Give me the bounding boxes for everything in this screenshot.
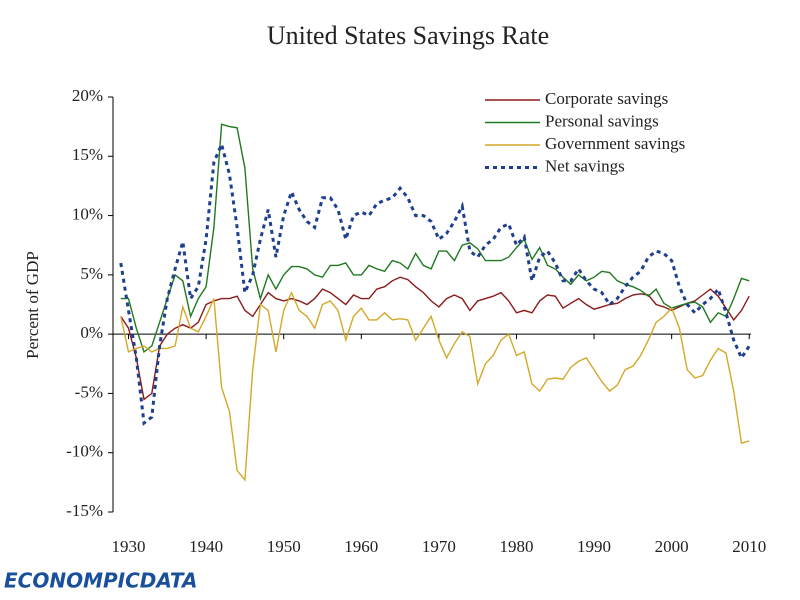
legend-label: Corporate savings (545, 89, 668, 108)
series-line (120, 276, 750, 401)
legend-label: Government savings (545, 134, 685, 153)
x-tick-label: 1950 (267, 537, 301, 556)
x-tick-label: 1990 (577, 537, 611, 556)
x-tick-label: 1970 (422, 537, 456, 556)
series-line (120, 123, 750, 354)
y-tick-label: -15% (66, 501, 103, 520)
x-tick-label: 1960 (344, 537, 378, 556)
x-tick-label: 2000 (655, 537, 689, 556)
y-tick-label: -5% (75, 382, 103, 401)
y-tick-label: 15% (72, 145, 103, 164)
y-tick-label: 20% (72, 86, 103, 105)
chart-title: United States Savings Rate (267, 21, 549, 50)
y-tick-label: 0% (80, 323, 103, 342)
legend-label: Personal savings (545, 111, 659, 130)
y-axis-label: Percent of GDP (23, 251, 42, 359)
series-line (119, 139, 751, 426)
x-tick-label: 1980 (499, 537, 533, 556)
x-tick-label: 1940 (189, 537, 223, 556)
series-line (120, 290, 750, 482)
x-tick-label: 1930 (112, 537, 146, 556)
logo: ECONOMPICDATA (4, 569, 198, 593)
y-tick-label: 10% (72, 204, 103, 223)
legend-label: Net savings (545, 156, 625, 175)
y-tick-label: -10% (66, 442, 103, 461)
x-tick-label: 2010 (732, 537, 766, 556)
y-tick-label: 5% (80, 264, 103, 283)
